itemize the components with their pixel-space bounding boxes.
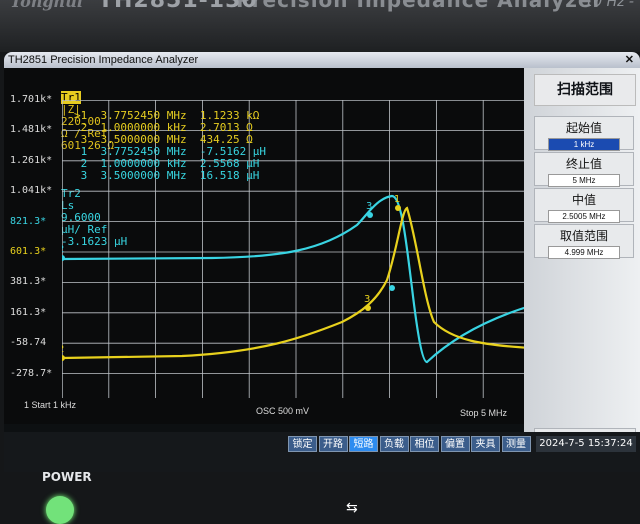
y-tick-label: 1.261k* bbox=[10, 154, 53, 166]
trace-1-div: 220.00 bbox=[60, 115, 101, 128]
marker-3-trace-2-label: 3 bbox=[366, 201, 372, 212]
marker-row: 3 3.5000000 MHz 434.25 Ω bbox=[74, 133, 253, 146]
sidebar-item-value[interactable]: 4.999 MHz bbox=[548, 246, 620, 259]
y-tick-label: 821.3* bbox=[10, 215, 47, 227]
marker-3-trace-1 bbox=[365, 305, 371, 311]
marker-3-trace-2 bbox=[367, 212, 373, 218]
trace-2-row: Tr2 Ls 9.6000 μH/ Ref -3.1623 μH bbox=[8, 187, 127, 260]
frequency-range-label: 10 Hz - bbox=[584, 0, 634, 10]
trace-2-div: 9.6000 bbox=[60, 211, 101, 224]
marker-2-trace-1-label: 2 bbox=[62, 344, 64, 355]
marker-row: 2 1.0000000 kHz 2.7013 Ω bbox=[74, 121, 253, 134]
window-titlebar: TH2851 Precision Impedance Analyzer ✕ bbox=[4, 52, 640, 68]
device-model: TH2851-130 bbox=[98, 0, 258, 13]
sidebar-item-label: 起始值 bbox=[565, 121, 602, 135]
y-tick-label: -278.7* bbox=[10, 367, 53, 379]
sidebar-title: 扫描范围 bbox=[534, 74, 636, 106]
marker-2-trace-2-label: 2 bbox=[62, 244, 64, 255]
sidebar-item-label: 中值 bbox=[571, 193, 596, 207]
power-label: POWER bbox=[42, 470, 92, 484]
bottom-button[interactable]: 夹具 bbox=[471, 436, 500, 452]
trace-readout: Tr1 |Z| 220.00 Ω / Ref 601.26 Ω Tr2 Ls 9… bbox=[8, 68, 127, 272]
brand-logo: Tonghui bbox=[10, 0, 83, 11]
usb-icon: ⇆ bbox=[346, 500, 358, 516]
impedance-plot[interactable]: 2 3 2 3 1 bbox=[62, 100, 530, 404]
marker-2-trace-2 bbox=[62, 255, 65, 261]
sweep-stop: Stop 5 MHz bbox=[460, 408, 508, 418]
marker-3-trace-1-label: 3 bbox=[364, 294, 370, 305]
y-tick-label: 161.3* bbox=[10, 306, 47, 318]
plot-panel: Tr1 |Z| 220.00 Ω / Ref 601.26 Ω Tr2 Ls 9… bbox=[4, 68, 530, 420]
marker-row: 1 3.7752450 MHz -7.5162 μH bbox=[74, 145, 267, 158]
window-title: TH2851 Precision Impedance Analyzer bbox=[8, 54, 199, 66]
status-bar: 锁定 开路 短路 负载 相位 偏置 夹具 测量 2024-7-5 15:37:24 bbox=[4, 432, 640, 472]
marker-table: >1 3.7752450 MHz 1.1233 kΩ 2 1.0000000 k… bbox=[74, 110, 266, 182]
power-button[interactable] bbox=[46, 496, 74, 524]
bottom-button[interactable]: 锁定 bbox=[288, 436, 317, 452]
bottom-button[interactable]: 测量 bbox=[501, 436, 531, 452]
bottom-button[interactable]: 偏置 bbox=[440, 436, 470, 452]
trace-1-param: |Z| bbox=[60, 103, 81, 116]
instrument-screen: TH2851 Precision Impedance Analyzer ✕ Tr… bbox=[4, 52, 640, 472]
marker-1-trace-1-label: 1 bbox=[394, 194, 400, 205]
device-bezel: Tonghui TH2851-130 Precision Impedance A… bbox=[0, 0, 640, 52]
marker-row: >1 3.7752450 MHz 1.1233 kΩ bbox=[74, 109, 260, 122]
sidebar-item-label: 终止值 bbox=[565, 157, 602, 171]
y-tick-label: 601.3* bbox=[10, 246, 47, 257]
marker-1-trace-2 bbox=[389, 285, 395, 291]
marker-row: 3 3.5000000 MHz 16.518 μH bbox=[74, 169, 260, 182]
marker-2-trace-1 bbox=[62, 355, 65, 361]
trace-2-unit-ref: μH/ Ref bbox=[60, 223, 108, 236]
softkey-sidebar: 扫描范围 起始值 1 kHz 终止值 5 MHz 中值 2.5005 MHz 取值范围 4.9… bbox=[524, 68, 640, 472]
osc-level: OSC 500 mV bbox=[256, 406, 310, 416]
plot-footer: 1 Start 1 kHz OSC 500 mV Stop 5 MHz bbox=[4, 398, 526, 424]
sidebar-item[interactable]: 取值范围 4.999 MHz bbox=[534, 224, 634, 259]
sidebar-item[interactable]: 中值 2.5005 MHz bbox=[534, 188, 634, 223]
marker-1-trace-1 bbox=[395, 205, 401, 211]
sidebar-item-value[interactable]: 5 MHz bbox=[548, 174, 620, 187]
bottom-button[interactable]: 相位 bbox=[410, 436, 439, 452]
trace-1-row: Tr1 |Z| 220.00 Ω / Ref 601.26 Ω bbox=[8, 91, 114, 164]
sidebar-item[interactable]: 终止值 5 MHz bbox=[534, 152, 634, 187]
trace-2-ref: -3.1623 μH bbox=[60, 235, 128, 248]
y-tick-label: 1.701k* bbox=[10, 94, 53, 105]
y-tick-label: 381.3* bbox=[10, 276, 47, 288]
y-tick-label: 1.041k* bbox=[10, 185, 53, 197]
marker-row: 2 1.0000000 kHz 2.5568 μH bbox=[74, 157, 260, 170]
y-tick-label: -58.74 bbox=[10, 337, 47, 349]
sidebar-item-value[interactable]: 1 kHz bbox=[548, 138, 620, 151]
sweep-start: 1 Start 1 kHz bbox=[24, 400, 77, 410]
trace-1-line bbox=[62, 206, 530, 360]
close-icon[interactable]: ✕ bbox=[624, 54, 634, 66]
y-tick-label: 1.481k* bbox=[10, 124, 53, 136]
device-subtitle: Precision Impedance Analyzer bbox=[236, 0, 604, 12]
trace-2-label[interactable]: Tr2 bbox=[60, 187, 81, 200]
trace-1-ref: 601.26 Ω bbox=[60, 139, 114, 152]
sidebar-item-label: 取值范围 bbox=[559, 229, 608, 243]
sidebar-item[interactable]: 起始值 1 kHz bbox=[534, 116, 634, 151]
bottom-button[interactable]: 开路 bbox=[318, 436, 348, 452]
trace-2-param: Ls bbox=[60, 199, 75, 212]
bottom-button[interactable]: 负载 bbox=[379, 436, 409, 452]
sidebar-item-value[interactable]: 2.5005 MHz bbox=[548, 210, 620, 223]
bottom-button[interactable]: 短路 bbox=[349, 436, 378, 452]
clock: 2024-7-5 15:37:24 bbox=[536, 436, 636, 452]
